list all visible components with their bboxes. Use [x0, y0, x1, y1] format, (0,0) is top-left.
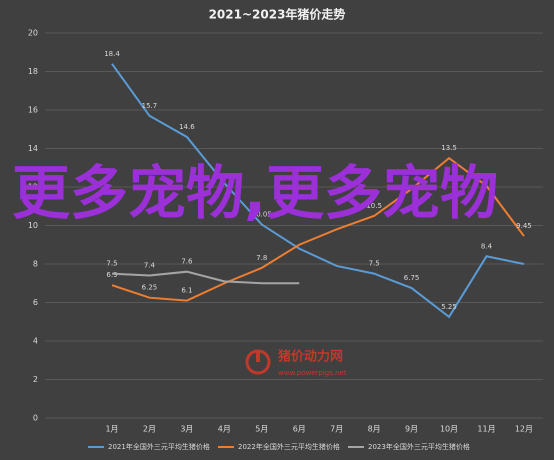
data-label: 7.5 [369, 260, 380, 268]
x-tick-label: 9月 [405, 425, 418, 434]
data-label: 7.4 [144, 262, 156, 270]
data-label: 6.9 [106, 271, 117, 279]
data-label: 7.6 [181, 258, 193, 266]
y-tick-label: 18 [28, 67, 38, 76]
chart-title: 2021~2023年猪价走势 [209, 7, 346, 22]
series-line [111, 156, 525, 302]
data-label: 6.75 [404, 274, 420, 282]
y-tick-label: 16 [28, 106, 38, 115]
data-label: 10.05 [252, 211, 272, 219]
y-tick-label: 2 [33, 375, 38, 384]
data-label: 5.25 [441, 303, 457, 311]
data-label: 10.5 [366, 202, 382, 210]
data-label: 13.5 [441, 144, 457, 152]
y-tick-label: 20 [28, 29, 38, 38]
logo-name: 猪价动力网 [277, 349, 343, 365]
logo-icon [256, 352, 260, 362]
legend-label: 2023年全国外三元平均生猪价格 [368, 442, 470, 451]
data-label: 14.6 [179, 123, 195, 131]
y-tick-label: 8 [33, 260, 38, 269]
data-label: 15.7 [142, 102, 158, 110]
y-tick-label: 10 [28, 221, 38, 230]
y-tick-label: 12 [28, 183, 38, 192]
x-tick-label: 2月 [143, 425, 156, 434]
legend-label: 2022年全国外三元平均生猪价格 [238, 442, 340, 451]
data-label: 6.25 [142, 284, 158, 292]
x-tick-label: 1月 [105, 425, 118, 434]
x-tick-label: 10月 [440, 425, 458, 434]
logo-icon [245, 349, 271, 375]
x-tick-label: 5月 [255, 425, 268, 434]
series-line [111, 63, 525, 319]
y-tick-label: 6 [33, 298, 38, 307]
x-tick-label: 3月 [180, 425, 193, 434]
x-tick-label: 7月 [330, 425, 343, 434]
data-label: 7.8 [256, 254, 267, 262]
x-tick-label: 11月 [477, 425, 495, 434]
series-line [111, 270, 300, 285]
data-label: 7.5 [106, 260, 117, 268]
data-label: 8.4 [481, 242, 493, 250]
data-label: 18.4 [104, 50, 120, 58]
x-tick-label: 6月 [293, 425, 306, 434]
y-tick-label: 0 [33, 414, 38, 423]
y-tick-label: 14 [28, 144, 38, 153]
logo-url: www.powerpigs.net [278, 369, 347, 377]
y-tick-label: 4 [33, 337, 38, 346]
data-label: 12.06 [476, 172, 497, 180]
x-tick-label: 8月 [368, 425, 381, 434]
legend-label: 2021年全国外三元平均生猪价格 [108, 442, 210, 451]
data-label: 9.45 [516, 222, 532, 230]
watermark: 更多宠物,更多宠物 [11, 159, 499, 227]
x-tick-label: 4月 [218, 425, 231, 434]
x-tick-label: 12月 [515, 425, 533, 434]
data-label: 6.1 [181, 287, 192, 295]
